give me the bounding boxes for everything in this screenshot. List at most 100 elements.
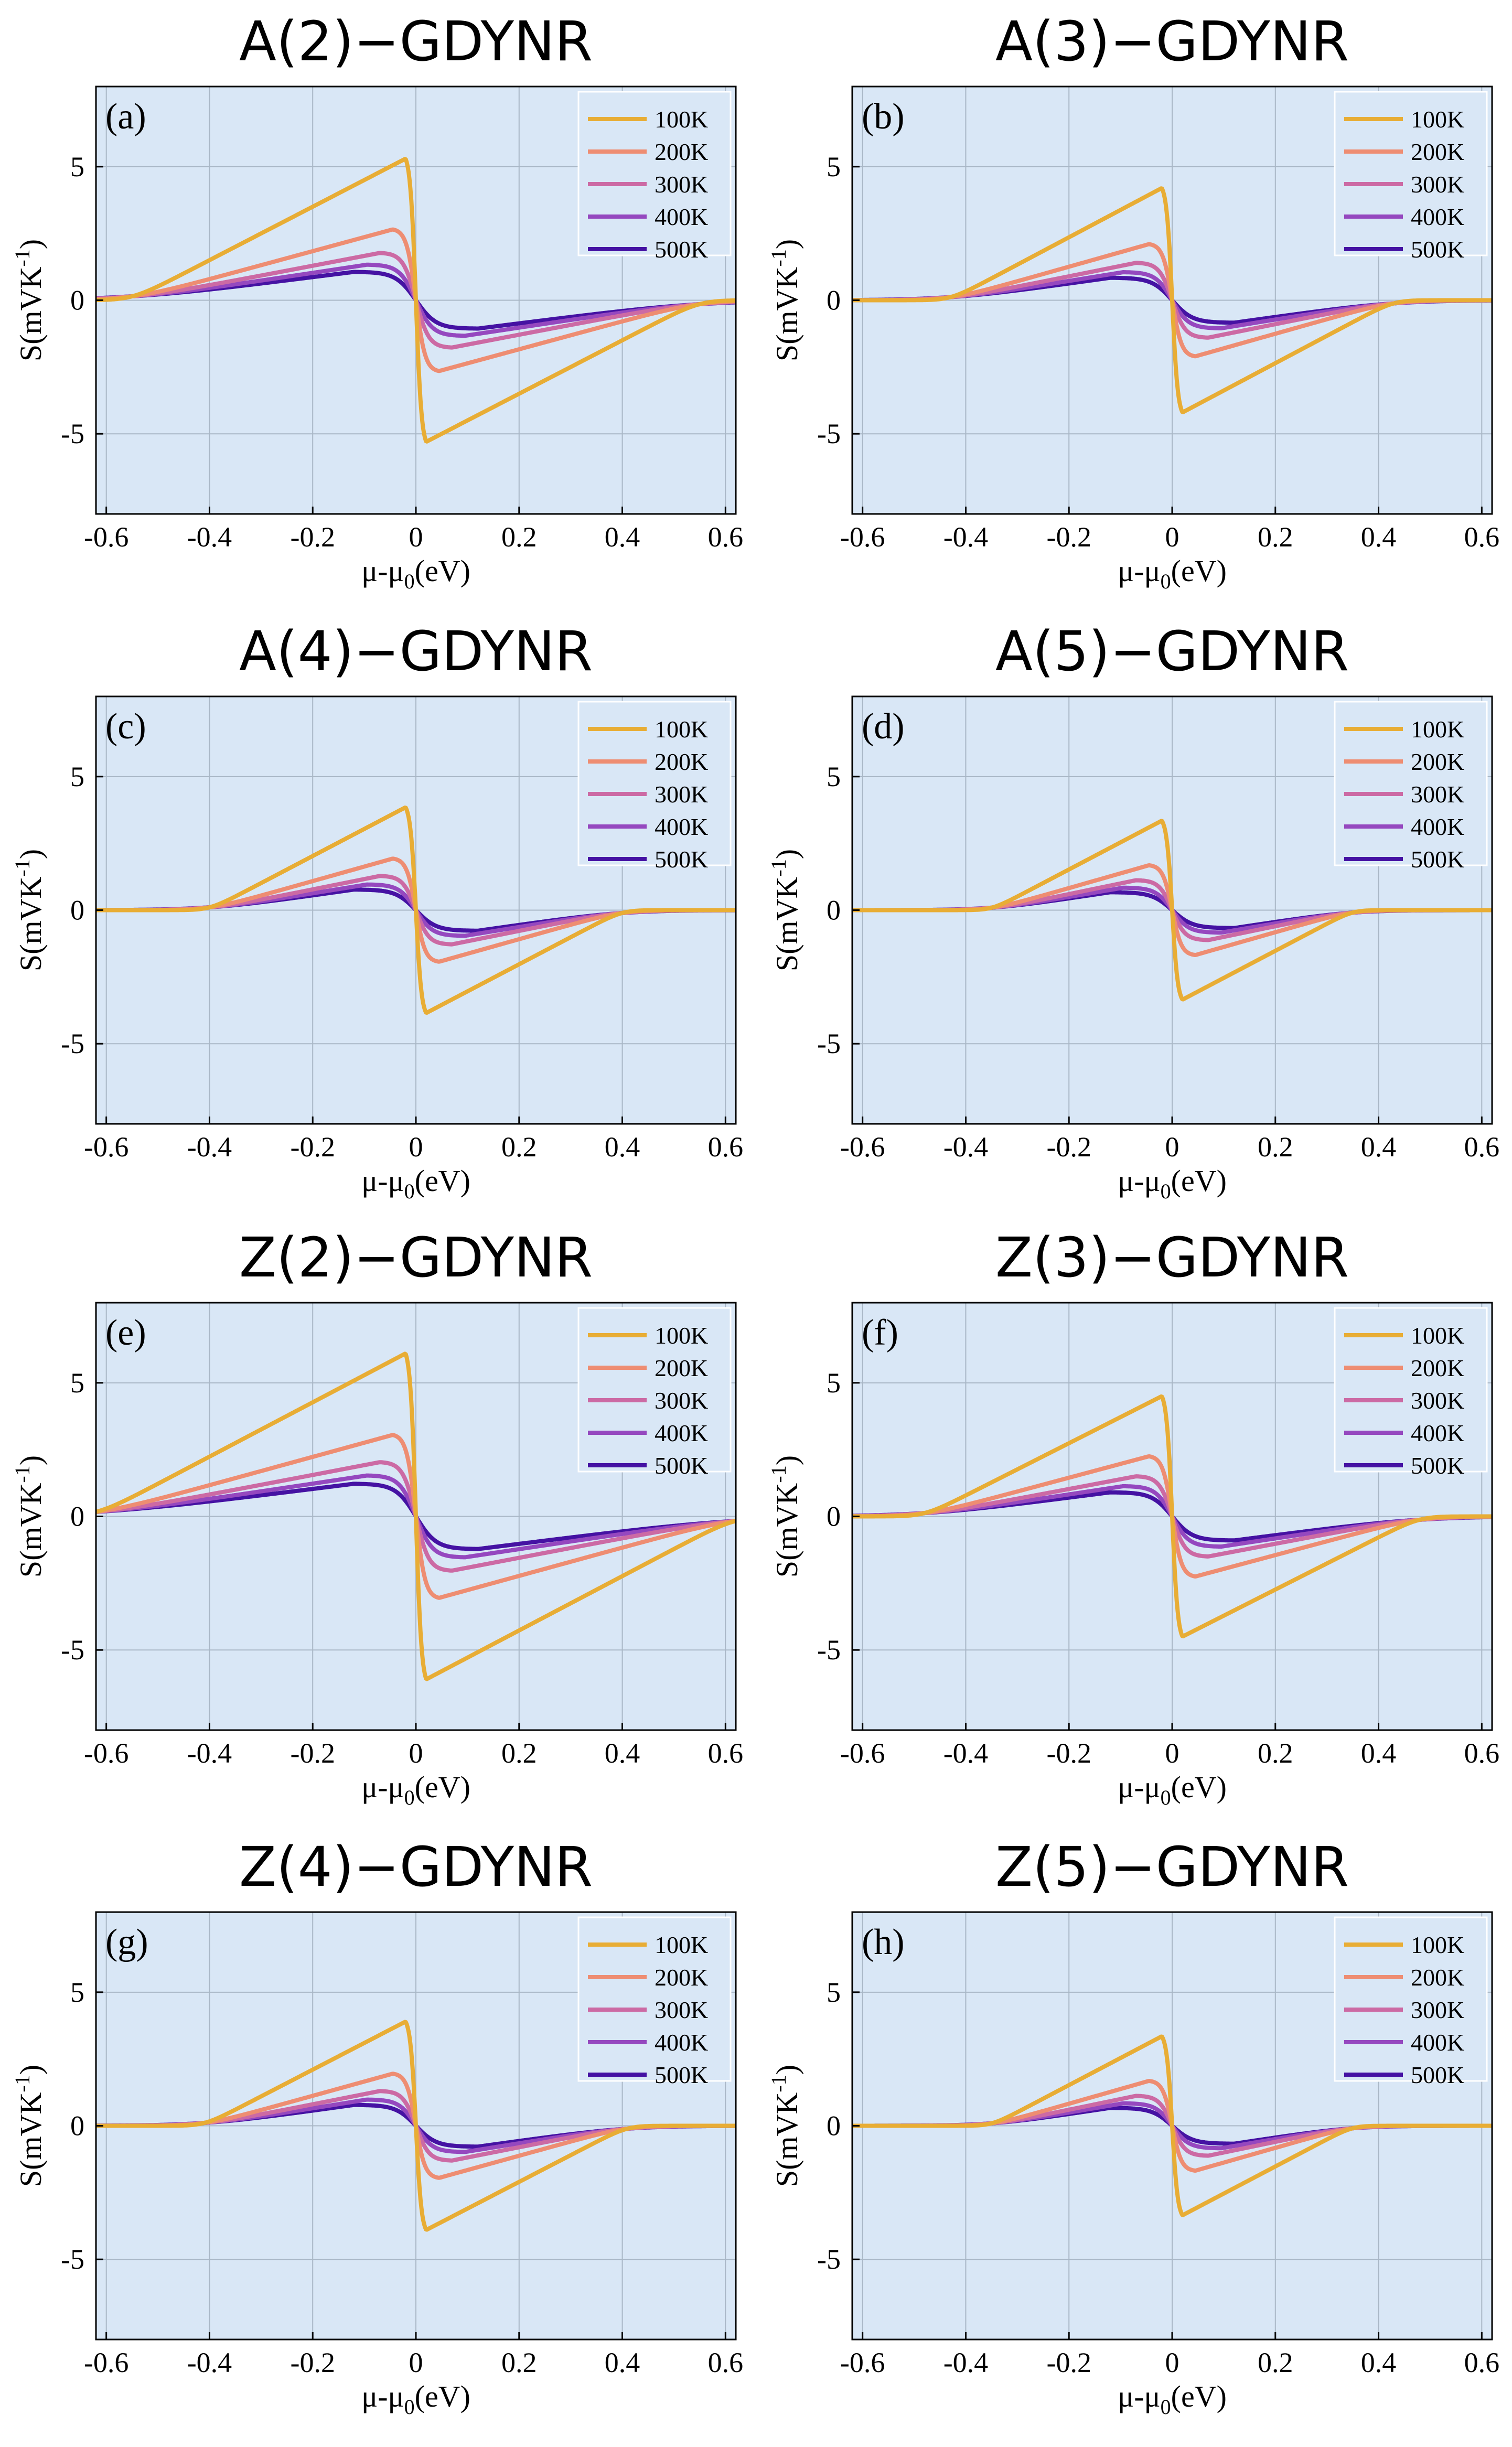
y-tick-label: 0 [70,285,84,316]
panel-label: (d) [862,706,905,747]
x-tick-label: 0 [1165,1131,1179,1163]
y-tick-label: 5 [70,1977,84,2008]
x-tick-label: -0.4 [943,1737,988,1769]
panel-title: A(2)−GDYNR [239,9,593,73]
legend-label-200K: 200K [655,1355,708,1381]
x-tick-label: 0 [1165,2347,1179,2378]
legend-label-300K: 300K [655,171,708,198]
legend-label-400K: 400K [655,2029,708,2056]
y-tick-label: 5 [70,761,84,792]
panel-h: Z(5)−GDYNR -0.6 -0.4 -0.2 0 0.2 0.4 0.6 -5 0 5 μ-μ0… [767,1835,1499,2419]
panel-title: Z(5)−GDYNR [995,1835,1349,1899]
panel-label: (f) [862,1313,898,1353]
panel-label: (e) [105,1313,146,1353]
series-line-100K [96,806,736,1015]
y-tick-label: 0 [70,895,84,926]
x-tick-label: 0.6 [1464,1737,1500,1769]
series-line-100K [96,1351,736,1681]
legend-label-400K: 400K [1411,1420,1464,1446]
legend-label-500K: 500K [1411,2062,1464,2088]
legend-label-400K: 400K [655,1420,708,1446]
panel-e: Z(2)−GDYNR -0.6 -0.4 -0.2 0 0.2 0.4 0.6 -5 0 5 μ-μ0… [10,1226,743,1809]
y-tick-label: 5 [827,1367,841,1399]
legend-label-100K: 100K [1411,1322,1464,1349]
x-tick-label: -0.2 [1046,521,1091,553]
series-line-100K [852,2034,1492,2217]
y-axis-label: S(mVK-1) [767,2065,804,2187]
panel-f: Z(3)−GDYNR -0.6 -0.4 -0.2 0 0.2 0.4 0.6 -5 0 5 μ-μ0… [767,1226,1499,1809]
series-group [96,157,736,444]
legend-label-500K: 500K [1411,236,1464,263]
x-tick-label: 0.6 [708,1131,744,1163]
series-group [852,819,1492,1002]
x-tick-label: -0.4 [187,521,232,553]
y-axis-label: S(mVK-1) [767,1455,804,1577]
legend-label-200K: 200K [1411,1355,1464,1381]
legend: 100K 200K 300K 400K 500K [1334,1916,1488,2088]
y-tick-label: -5 [817,418,841,449]
legend-label-500K: 500K [1411,846,1464,873]
panel-title: A(4)−GDYNR [239,619,593,683]
x-tick-label: -0.4 [943,1131,988,1163]
panel-label: (h) [862,1922,905,1962]
x-tick-label: -0.2 [290,1737,335,1769]
y-tick-label: 5 [827,1977,841,2008]
x-tick-label: -0.6 [84,1131,128,1163]
y-tick-label: 0 [827,895,841,926]
legend-label-300K: 300K [1411,171,1464,198]
x-axis-label: μ-μ0(eV) [361,1164,470,1203]
series-line-100K [852,819,1492,1002]
y-axis-label: S(mVK-1) [767,849,804,971]
x-tick-label: 0.4 [605,521,640,553]
legend-label-400K: 400K [655,203,708,230]
legend-label-200K: 200K [655,138,708,165]
y-axis-label: S(mVK-1) [10,1455,48,1577]
x-axis-label: μ-μ0(eV) [1118,554,1227,593]
x-axis-label: μ-μ0(eV) [361,1770,470,1809]
x-tick-label: 0.2 [501,1131,537,1163]
y-axis-label: S(mVK-1) [767,239,804,361]
x-tick-label: 0.4 [605,2347,640,2378]
legend-label-100K: 100K [1411,716,1464,743]
legend-label-100K: 100K [655,106,708,133]
x-tick-label: 0.2 [501,2347,537,2378]
legend-label-500K: 500K [655,846,708,873]
legend-label-100K: 100K [655,716,708,743]
x-tick-label: 0.4 [1361,1737,1397,1769]
legend-label-400K: 400K [1411,813,1464,840]
legend-label-100K: 100K [655,1322,708,1349]
x-tick-label: -0.6 [84,1737,128,1769]
x-axis-label: μ-μ0(eV) [361,2379,470,2419]
x-axis-label: μ-μ0(eV) [1118,2379,1227,2419]
y-axis-label: S(mVK-1) [10,239,48,361]
x-tick-label: 0.4 [1361,521,1397,553]
legend-label-500K: 500K [1411,1452,1464,1479]
y-tick-label: -5 [61,2244,84,2275]
panel-label: (c) [105,706,146,747]
legend-label-500K: 500K [655,236,708,263]
legend-label-300K: 300K [1411,781,1464,808]
series-group [96,806,736,1015]
x-tick-label: -0.4 [187,1737,232,1769]
legend-label-200K: 200K [655,1964,708,1991]
x-tick-label: 0 [409,2347,423,2378]
x-tick-label: -0.6 [84,2347,128,2378]
series-line-100K [852,1394,1492,1639]
x-tick-label: 0.4 [1361,2347,1397,2378]
x-tick-label: -0.4 [943,2347,988,2378]
x-tick-label: -0.6 [84,521,128,553]
legend-label-300K: 300K [655,781,708,808]
legend-label-100K: 100K [1411,106,1464,133]
panel-title: A(5)−GDYNR [995,619,1349,683]
y-tick-label: -5 [817,2244,841,2275]
series-group [96,2020,736,2232]
x-tick-label: -0.6 [840,1737,885,1769]
series-line-100K [96,157,736,444]
panel-label: (a) [105,96,146,137]
legend-label-400K: 400K [1411,203,1464,230]
x-tick-label: 0 [409,1737,423,1769]
legend-label-200K: 200K [1411,138,1464,165]
x-tick-label: -0.6 [840,521,885,553]
y-tick-label: 0 [827,285,841,316]
x-tick-label: 0.2 [1258,521,1293,553]
